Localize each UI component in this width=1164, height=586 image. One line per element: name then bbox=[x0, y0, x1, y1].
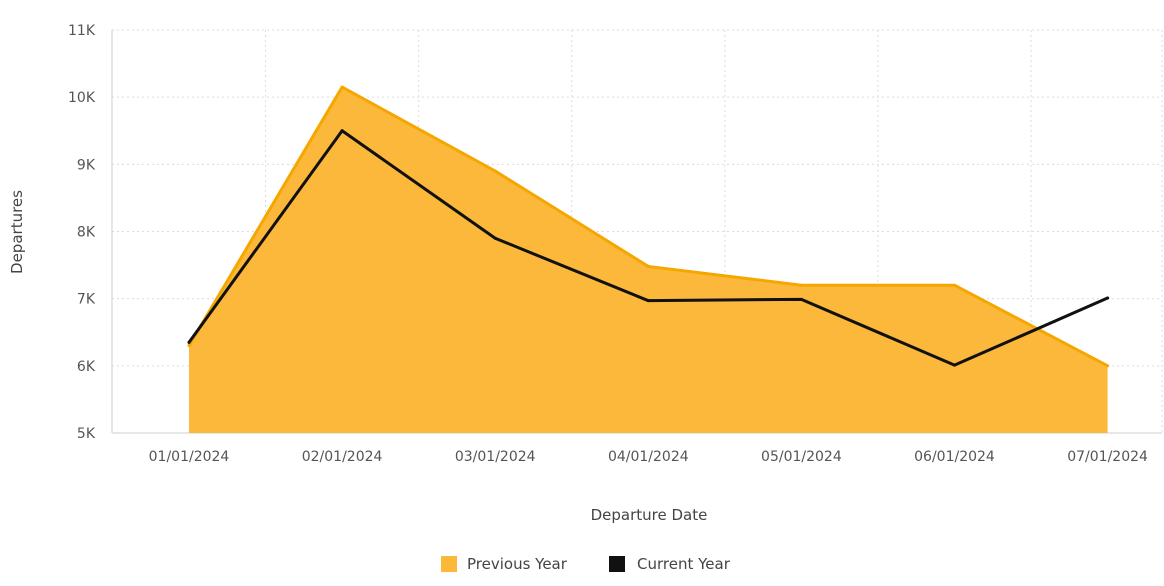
y-tick-label: 9K bbox=[77, 157, 96, 173]
previous-year-point[interactable] bbox=[340, 85, 344, 89]
legend-swatch-current-year[interactable] bbox=[609, 556, 625, 572]
y-tick-label: 8K bbox=[77, 225, 96, 241]
x-tick-label: 07/01/2024 bbox=[1067, 449, 1148, 465]
previous-year-point[interactable] bbox=[1106, 364, 1110, 368]
current-year-point[interactable] bbox=[646, 299, 650, 303]
x-tick-label: 06/01/2024 bbox=[914, 449, 995, 465]
y-axis-title: Departures bbox=[8, 190, 26, 274]
x-tick-label: 01/01/2024 bbox=[149, 449, 230, 465]
current-year-point[interactable] bbox=[799, 297, 803, 301]
current-year-point[interactable] bbox=[340, 129, 344, 133]
x-axis-title: Departure Date bbox=[591, 506, 708, 524]
legend: Previous Year Current Year bbox=[441, 555, 731, 573]
current-year-point[interactable] bbox=[187, 340, 191, 344]
x-tick-label: 02/01/2024 bbox=[302, 449, 383, 465]
y-tick-label: 11K bbox=[68, 23, 96, 39]
previous-year-point[interactable] bbox=[493, 169, 497, 173]
x-tick-label: 03/01/2024 bbox=[455, 449, 536, 465]
previous-year-area-layer bbox=[187, 85, 1110, 433]
current-year-point[interactable] bbox=[953, 363, 956, 367]
y-tick-label: 10K bbox=[68, 90, 96, 106]
y-axis-ticks: 5K 6K 7K 8K 9K 10K 11K bbox=[68, 23, 96, 442]
previous-year-area[interactable] bbox=[189, 87, 1108, 433]
legend-swatch-previous-year[interactable] bbox=[441, 556, 457, 572]
previous-year-point[interactable] bbox=[953, 283, 956, 287]
y-tick-label: 7K bbox=[77, 292, 96, 308]
x-axis-ticks: 01/01/2024 02/01/2024 03/01/2024 04/01/2024… bbox=[149, 449, 1148, 465]
current-year-point[interactable] bbox=[493, 236, 497, 240]
x-tick-label: 04/01/2024 bbox=[608, 449, 689, 465]
legend-label-previous-year[interactable]: Previous Year bbox=[467, 555, 568, 573]
legend-label-current-year[interactable]: Current Year bbox=[637, 555, 731, 573]
y-tick-label: 5K bbox=[77, 426, 96, 442]
current-year-point[interactable] bbox=[1106, 296, 1110, 300]
y-tick-label: 6K bbox=[77, 359, 96, 375]
previous-year-point[interactable] bbox=[646, 264, 650, 268]
previous-year-point[interactable] bbox=[187, 344, 191, 348]
current-year-line-layer bbox=[187, 129, 1110, 367]
x-tick-label: 05/01/2024 bbox=[761, 449, 842, 465]
previous-year-point[interactable] bbox=[799, 283, 803, 287]
